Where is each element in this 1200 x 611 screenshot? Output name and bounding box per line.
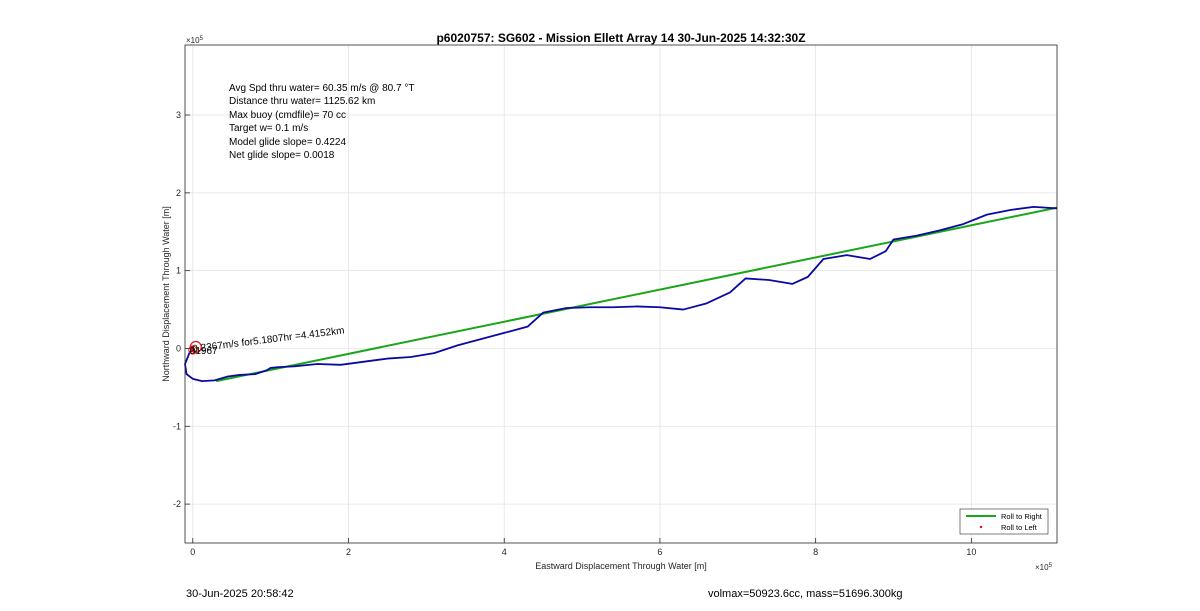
y-tick-label: -2 bbox=[173, 499, 181, 509]
x-tick-label: 0 bbox=[190, 547, 195, 557]
series-layer bbox=[184, 205, 1058, 383]
series-line-track bbox=[184, 205, 1058, 383]
stats-line: Net glide slope= 0.0018 bbox=[229, 150, 335, 161]
footer-timestamp: 30-Jun-2025 20:58:42 bbox=[186, 588, 294, 600]
x-tick-label: 8 bbox=[813, 547, 818, 557]
x-tick-label: 2 bbox=[346, 547, 351, 557]
y-exponent-label: ×105 bbox=[186, 36, 204, 45]
legend: Roll to Right Roll to Left bbox=[959, 508, 1049, 535]
start-marker-inner bbox=[188, 345, 198, 355]
stats-line: Distance thru water= 1125.62 km bbox=[229, 96, 375, 107]
x-exponent-base: ×10 bbox=[1035, 563, 1049, 572]
x-tick-label: 10 bbox=[966, 547, 976, 557]
stats-line: Target w= 0.1 m/s bbox=[229, 123, 308, 134]
x-exponent-label: ×105 bbox=[1035, 563, 1053, 572]
legend-box bbox=[959, 508, 1049, 535]
stats-line: Avg Spd thru water= 60.35 m/s @ 80.7 °T bbox=[229, 83, 414, 94]
y-exponent-base: ×10 bbox=[186, 36, 200, 45]
stats-line: Model glide slope= 0.4224 bbox=[229, 137, 346, 148]
y-tick-label: 2 bbox=[176, 188, 181, 198]
stats-block: Avg Spd thru water= 60.35 m/s @ 80.7 °T … bbox=[229, 83, 414, 161]
footer-summary: volmax=50923.6cc, mass=51696.300kg bbox=[708, 588, 903, 600]
chart-title: p6020757: SG602 - Mission Ellett Array 1… bbox=[436, 31, 805, 45]
y-tick-label: 0 bbox=[176, 343, 181, 353]
legend-label-roll-left: Roll to Left bbox=[1001, 523, 1038, 532]
y-exponent-power: 5 bbox=[200, 36, 204, 42]
y-tick-label: 3 bbox=[176, 110, 181, 120]
y-tick-label: -1 bbox=[173, 421, 181, 431]
stats-line: Max buoy (cmdfile)= 70 cc bbox=[229, 110, 346, 121]
ticks: 0 2 4 6 8 10 -2 -1 0 1 2 3 bbox=[173, 110, 976, 557]
x-tick-label: 4 bbox=[502, 547, 507, 557]
legend-swatch-roll-left bbox=[979, 525, 983, 529]
grid bbox=[185, 45, 1057, 543]
plot-area bbox=[185, 45, 1057, 543]
y-tick-label: 1 bbox=[176, 266, 181, 276]
y-axis-label: Northward Displacement Through Water [m] bbox=[161, 206, 171, 382]
x-axis-label: Eastward Displacement Through Water [m] bbox=[535, 561, 707, 571]
annotation-overlay-text: 01967 bbox=[190, 346, 218, 357]
roll-left-point bbox=[193, 349, 196, 353]
plot-frame bbox=[184, 44, 1058, 544]
x-tick-label: 6 bbox=[657, 547, 662, 557]
x-exponent-power: 5 bbox=[1049, 563, 1053, 569]
legend-label-roll-right: Roll to Right bbox=[1001, 512, 1043, 521]
